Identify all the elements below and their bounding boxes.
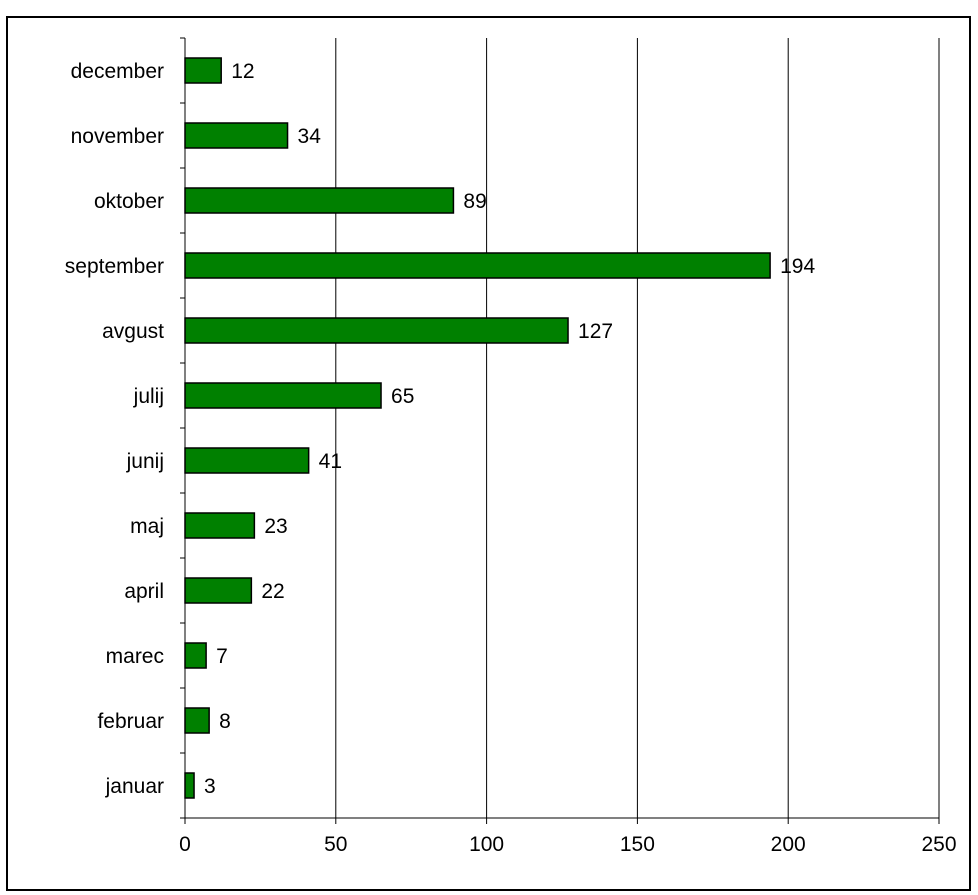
- category-label: april: [124, 580, 164, 603]
- category-label: junij: [126, 450, 164, 473]
- data-label: 12: [231, 60, 254, 83]
- x-tick-marks: [184, 818, 940, 824]
- bar: [184, 57, 222, 84]
- category-label: december: [71, 60, 164, 83]
- bar: [184, 122, 289, 149]
- category-label: oktober: [94, 190, 164, 213]
- category-label: februar: [97, 710, 164, 733]
- y-tick-marks: [180, 37, 185, 819]
- bar: [184, 512, 256, 539]
- category-label: julij: [133, 385, 164, 408]
- data-label: 65: [391, 385, 414, 408]
- x-tick-labels: 0 50 100 150 200 250: [179, 833, 956, 856]
- bar: [184, 642, 207, 669]
- bar: [184, 577, 253, 604]
- x-tick-label: 200: [771, 833, 806, 856]
- data-label: 41: [319, 450, 342, 473]
- bar: [184, 772, 195, 799]
- category-label: maj: [130, 515, 164, 538]
- bar: [184, 382, 382, 409]
- bar: [184, 707, 210, 734]
- x-tick-label: 150: [620, 833, 655, 856]
- x-tick-label: 250: [921, 833, 956, 856]
- category-label: november: [71, 125, 164, 148]
- category-labels: januar februar marec april maj junij julij avgu…: [65, 60, 164, 798]
- data-label: 8: [219, 710, 231, 733]
- bar: [184, 252, 771, 279]
- data-labels: 3 8 7 22 23 41 65 127 194 89 34 12: [204, 60, 815, 798]
- bar: [184, 447, 310, 474]
- data-label: 23: [264, 515, 287, 538]
- axes: [184, 38, 939, 819]
- bar: [184, 187, 455, 214]
- category-label: avgust: [102, 320, 164, 343]
- bars: [184, 57, 771, 799]
- bar: [184, 317, 569, 344]
- x-tick-label: 100: [469, 833, 504, 856]
- x-tick-label: 0: [179, 833, 191, 856]
- gridlines: [335, 38, 940, 818]
- data-label: 22: [261, 580, 284, 603]
- category-label: marec: [106, 645, 164, 668]
- category-label: september: [65, 255, 164, 278]
- data-label: 3: [204, 775, 216, 798]
- data-label: 194: [780, 255, 815, 278]
- category-label: januar: [105, 775, 164, 798]
- data-label: 127: [578, 320, 613, 343]
- data-label: 7: [216, 645, 228, 668]
- data-label: 89: [463, 190, 486, 213]
- chart-frame: [6, 16, 971, 891]
- x-tick-label: 50: [324, 833, 347, 856]
- data-label: 34: [298, 125, 322, 148]
